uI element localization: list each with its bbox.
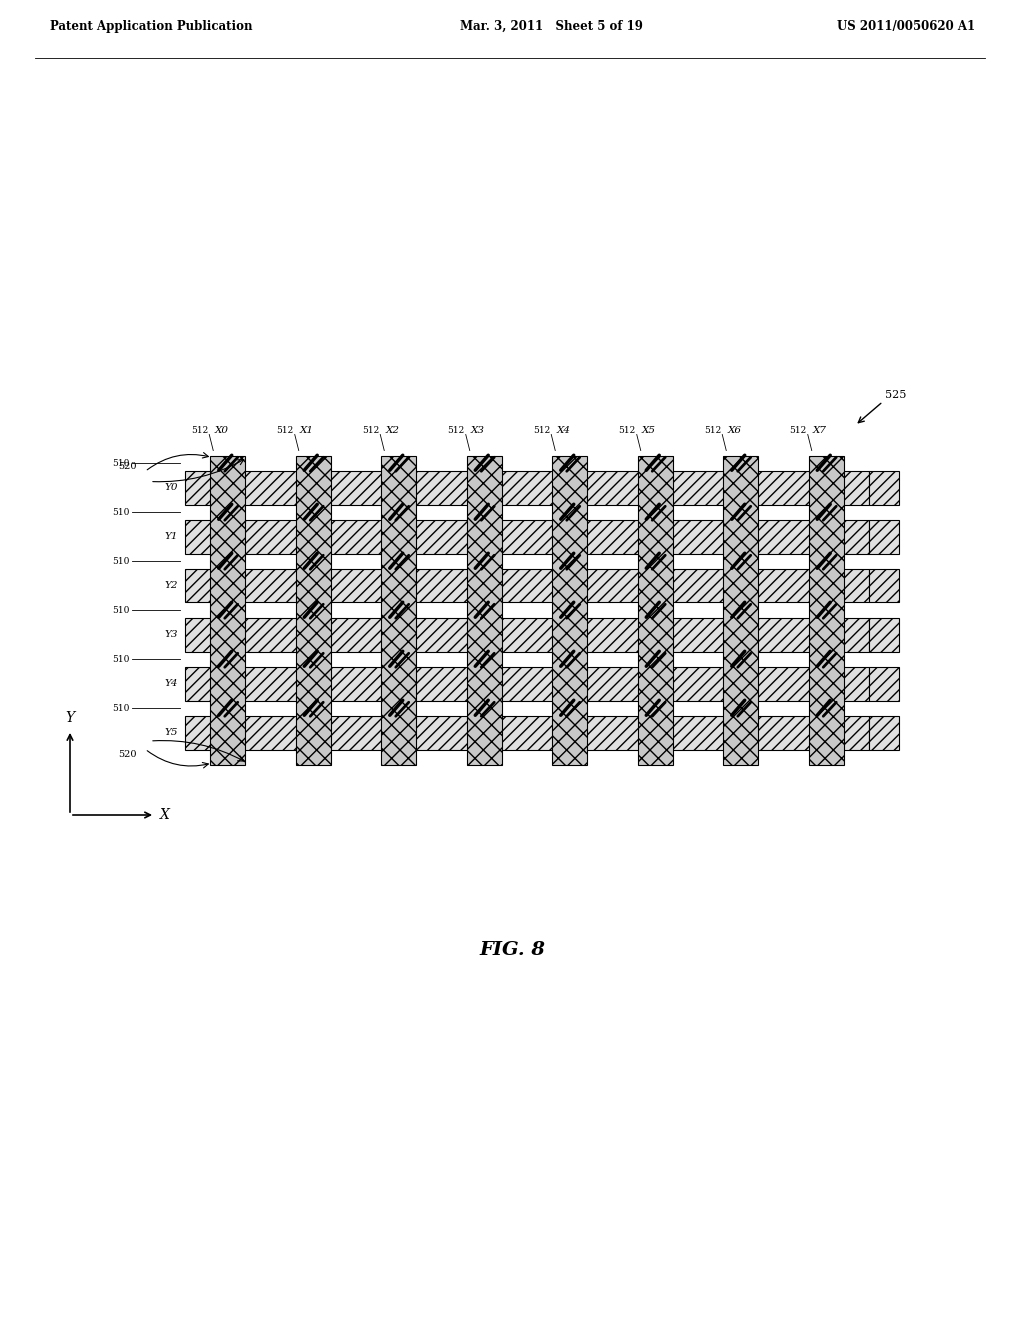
- Text: Y1: Y1: [165, 532, 178, 541]
- Bar: [185, 471, 869, 504]
- Text: X6: X6: [727, 425, 741, 434]
- Text: 512: 512: [790, 425, 807, 434]
- Bar: [296, 455, 331, 766]
- Text: Y4: Y4: [165, 680, 178, 688]
- Bar: [552, 455, 587, 766]
- Text: 512: 512: [362, 425, 379, 434]
- Bar: [869, 667, 899, 701]
- Text: X7: X7: [813, 425, 826, 434]
- Text: X4: X4: [556, 425, 570, 434]
- Text: Y2: Y2: [165, 581, 178, 590]
- Text: X1: X1: [300, 425, 313, 434]
- Text: 512: 512: [447, 425, 465, 434]
- Text: 512: 512: [534, 425, 550, 434]
- Text: X5: X5: [642, 425, 655, 434]
- Text: X: X: [160, 808, 170, 822]
- Text: 520: 520: [119, 750, 137, 759]
- Bar: [210, 455, 246, 766]
- Text: 510: 510: [113, 606, 130, 615]
- Text: Patent Application Publication: Patent Application Publication: [50, 20, 253, 33]
- Bar: [809, 455, 844, 766]
- Bar: [467, 455, 502, 766]
- Bar: [869, 715, 899, 750]
- Bar: [185, 520, 869, 553]
- Text: 520: 520: [119, 462, 137, 470]
- Text: 510: 510: [113, 557, 130, 566]
- Bar: [185, 569, 869, 602]
- Bar: [381, 455, 416, 766]
- Text: X2: X2: [385, 425, 399, 434]
- Text: X0: X0: [214, 425, 228, 434]
- Text: 510: 510: [113, 655, 130, 664]
- Text: Y: Y: [66, 711, 75, 725]
- Bar: [638, 455, 673, 766]
- Text: 512: 512: [618, 425, 636, 434]
- Bar: [869, 569, 899, 602]
- Bar: [869, 520, 899, 553]
- Text: Y5: Y5: [165, 729, 178, 738]
- Text: 525: 525: [885, 391, 906, 400]
- Text: 510: 510: [113, 704, 130, 713]
- Text: X3: X3: [471, 425, 484, 434]
- Text: 512: 512: [705, 425, 721, 434]
- Text: 512: 512: [191, 425, 208, 434]
- Text: 510: 510: [113, 459, 130, 467]
- Bar: [185, 715, 869, 750]
- Text: 510: 510: [113, 508, 130, 516]
- Bar: [869, 471, 899, 504]
- Bar: [185, 618, 869, 652]
- Bar: [869, 618, 899, 652]
- Text: US 2011/0050620 A1: US 2011/0050620 A1: [837, 20, 975, 33]
- Text: 512: 512: [276, 425, 294, 434]
- Text: Mar. 3, 2011   Sheet 5 of 19: Mar. 3, 2011 Sheet 5 of 19: [460, 20, 643, 33]
- Bar: [723, 455, 758, 766]
- Text: FIG. 8: FIG. 8: [479, 941, 545, 960]
- Bar: [185, 667, 869, 701]
- Text: Y0: Y0: [165, 483, 178, 492]
- Text: Y3: Y3: [165, 630, 178, 639]
